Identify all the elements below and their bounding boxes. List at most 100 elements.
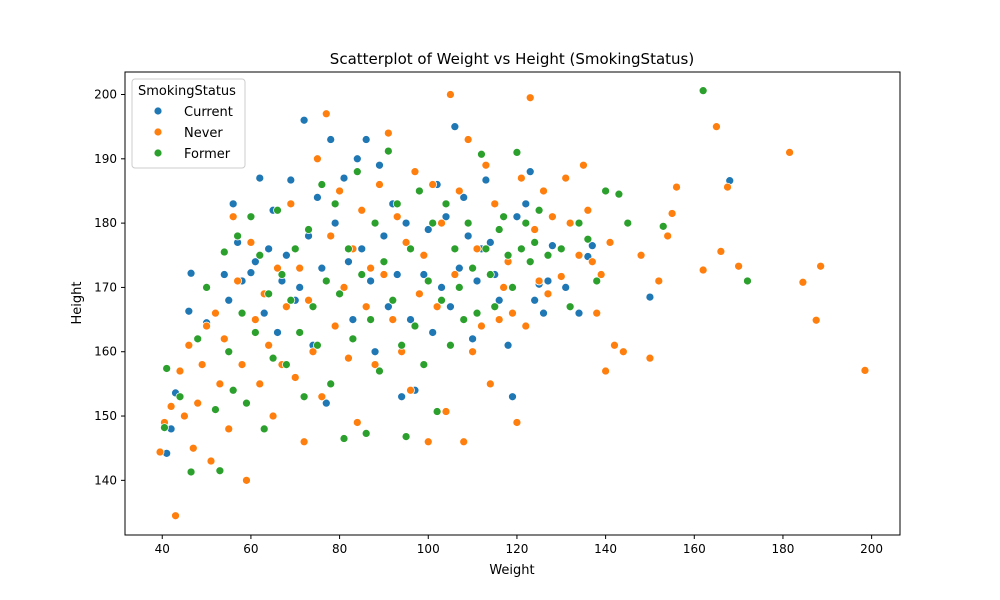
point-never-14 [219,334,229,344]
point-never-59 [419,250,429,260]
point-never-90 [561,173,571,183]
point-never-31 [295,263,305,273]
point-former-20 [273,205,282,215]
point-former-54 [423,276,433,286]
point-current-8 [228,199,238,209]
point-former-14 [246,212,256,222]
point-never-25 [268,411,278,421]
x-tick-label-8: 200 [860,542,883,556]
point-current-56 [446,302,455,312]
point-never-101 [618,347,628,357]
point-former-13 [242,398,251,408]
point-current-17 [273,328,282,337]
point-former-29 [313,340,322,350]
point-never-79 [508,308,517,318]
point-former-33 [330,199,340,209]
point-current-40 [375,160,384,170]
point-never-72 [477,321,486,331]
point-former-18 [264,289,274,299]
point-current-77 [548,241,557,251]
point-current-69 [508,392,517,402]
point-former-7 [215,466,225,476]
point-never-9 [197,360,207,369]
point-current-6 [219,270,229,279]
point-former-77 [525,257,535,267]
point-current-72 [525,167,535,177]
point-former-59 [446,340,455,350]
x-tick-label-0: 40 [155,542,170,556]
point-current-68 [503,340,513,350]
point-never-66 [450,270,460,279]
x-tick-label-2: 80 [332,542,347,556]
point-never-34 [308,347,318,357]
point-current-81 [587,241,597,251]
point-current-75 [539,308,548,318]
point-former-63 [463,218,473,228]
point-former-21 [277,270,287,279]
point-former-56 [432,407,442,416]
point-never-80 [512,418,522,427]
point-never-58 [415,289,424,299]
point-current-47 [406,315,415,324]
legend-box [131,78,246,169]
point-former-57 [437,295,446,305]
point-former-35 [339,434,349,443]
point-current-11 [246,268,256,278]
x-tick-label-7: 180 [771,542,794,556]
y-tick-label-0: 140 [94,473,117,487]
point-never-100 [610,340,619,350]
point-former-5 [202,283,211,292]
point-never-52 [388,315,398,324]
point-current-42 [383,302,393,312]
point-never-48 [370,360,380,369]
point-never-89 [556,272,566,281]
point-former-74 [512,148,522,157]
point-former-46 [388,295,398,305]
point-current-14 [259,308,269,318]
point-never-50 [379,270,389,279]
point-former-48 [397,340,407,350]
point-former-42 [370,218,380,228]
point-current-3 [184,306,194,316]
point-current-39 [370,347,380,357]
point-never-32 [299,437,309,447]
point-former-85 [592,276,602,286]
point-current-61 [468,334,477,344]
point-never-7 [188,443,198,453]
point-former-17 [259,424,269,434]
point-never-94 [583,205,593,215]
point-former-0 [160,423,169,432]
point-former-37 [348,334,358,344]
plot-frame [124,71,901,536]
point-former-8 [219,247,229,257]
point-former-19 [268,353,278,363]
point-never-67 [454,186,464,196]
y-axis: 140 150 160 170 180 190 200 [94,88,125,487]
point-never-103 [645,353,655,363]
point-former-51 [410,321,420,331]
point-never-74 [485,379,495,389]
point-current-29 [326,135,336,144]
point-never-84 [530,225,540,234]
point-never-102 [636,250,646,260]
x-axis: 40 60 80 100 120 140 160 180 200 [155,535,883,556]
point-never-19 [242,475,251,485]
point-never-64 [441,407,451,416]
legend-title: SmokingStatus [138,84,236,99]
point-former-80 [543,250,553,260]
point-former-15 [250,328,260,337]
point-never-109 [712,122,721,132]
point-never-115 [811,315,821,325]
point-former-39 [357,270,367,279]
point-former-9 [224,347,234,357]
point-former-55 [428,218,438,228]
point-former-50 [406,244,415,254]
point-former-40 [361,429,371,438]
point-current-19 [282,250,291,260]
point-never-88 [548,212,557,222]
point-former-58 [441,199,451,209]
point-never-33 [304,295,313,305]
point-former-72 [503,250,513,260]
point-former-88 [623,218,633,228]
point-current-62 [472,276,482,286]
